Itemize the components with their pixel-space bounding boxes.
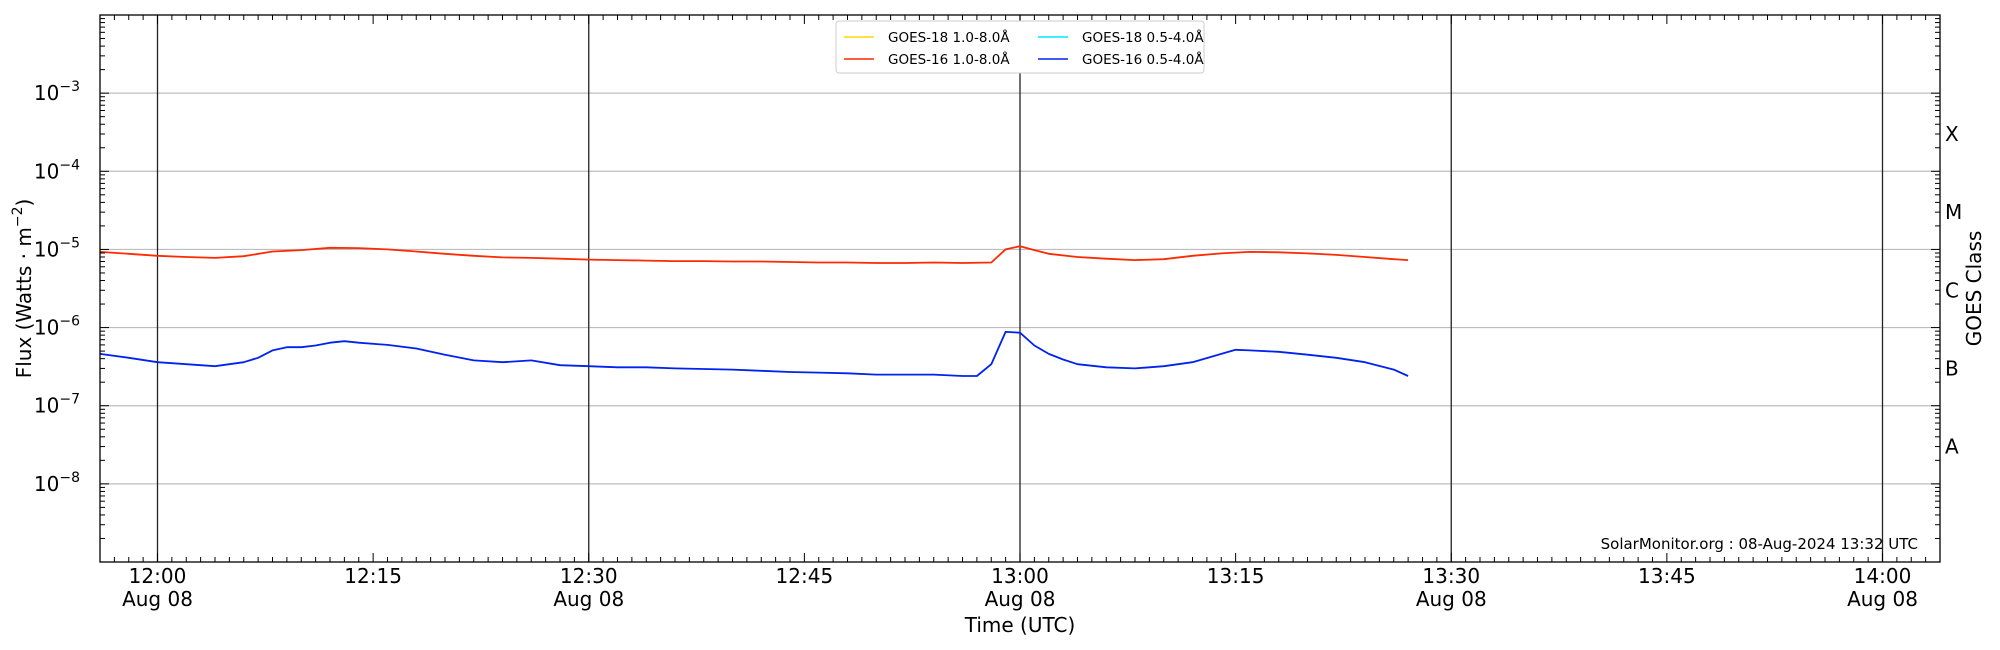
y-axis-ticks: 10−8 10−7 10−6 10−5 10−4 10−3 bbox=[34, 18, 1940, 563]
x-tick-label: 12:15 bbox=[344, 564, 402, 588]
source-annotation: SolarMonitor.org : 08-Aug-2024 13:32 UTC bbox=[1601, 535, 1918, 553]
goes-class-label: M bbox=[1945, 200, 1962, 224]
y-tick-label: 10−6 bbox=[34, 314, 80, 340]
x-tick-date-label: Aug 08 bbox=[122, 587, 193, 611]
x-tick-date-label: Aug 08 bbox=[1847, 587, 1918, 611]
goes-class-label: A bbox=[1945, 435, 1959, 459]
y-tick-label: 10−3 bbox=[34, 79, 80, 105]
goes-class-label: X bbox=[1945, 122, 1959, 146]
x-axis-label: Time (UTC) bbox=[964, 613, 1076, 637]
x-tick-label: 12:45 bbox=[776, 564, 834, 588]
y-axis-label: Flux (Watts · m−2) bbox=[10, 199, 36, 379]
y-tick-label: 10−7 bbox=[34, 392, 80, 418]
x-tick-label: 13:30 bbox=[1422, 564, 1480, 588]
legend-label: GOES-18 1.0-8.0Å bbox=[888, 29, 1010, 46]
legend-label: GOES-18 0.5-4.0Å bbox=[1082, 29, 1204, 46]
goes-class-label: C bbox=[1945, 278, 1959, 302]
legend-box bbox=[835, 20, 1205, 74]
legend: GOES-18 1.0-8.0Å GOES-16 1.0-8.0Å GOES-18 … bbox=[835, 20, 1205, 74]
x-tick-date-label: Aug 08 bbox=[553, 587, 624, 611]
goes-class-axis-label: GOES Class bbox=[1962, 231, 1986, 347]
series-line bbox=[99, 330, 1409, 377]
goes-class-labels: A B C M X bbox=[1945, 122, 1962, 459]
x-tick-label: 13:15 bbox=[1207, 564, 1265, 588]
series-line bbox=[99, 245, 1409, 264]
legend-label: GOES-16 1.0-8.0Å bbox=[888, 51, 1010, 68]
x-tick-date-label: Aug 08 bbox=[1416, 587, 1487, 611]
x-tick-label: 12:30 bbox=[560, 564, 618, 588]
x-tick-label: 12:00 bbox=[129, 564, 187, 588]
y-tick-label: 10−4 bbox=[34, 157, 80, 183]
legend-label: GOES-16 0.5-4.0Å bbox=[1082, 51, 1204, 68]
series-lines bbox=[99, 245, 1409, 377]
x-tick-label: 13:45 bbox=[1638, 564, 1696, 588]
day-marker-lines bbox=[156, 15, 1884, 562]
x-tick-date-label: Aug 08 bbox=[985, 587, 1056, 611]
y-tick-label: 10−8 bbox=[34, 470, 80, 496]
y-tick-label: 10−5 bbox=[34, 235, 80, 261]
x-tick-label: 14:00 bbox=[1854, 564, 1912, 588]
x-tick-label: 13:00 bbox=[991, 564, 1049, 588]
goes-class-label: B bbox=[1945, 356, 1959, 380]
